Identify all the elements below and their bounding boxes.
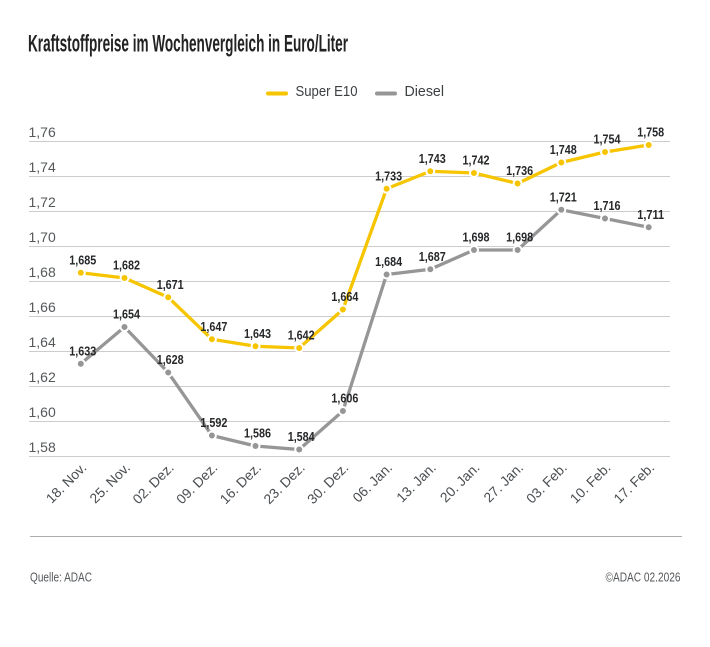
- svg-text:1,586: 1,586: [244, 426, 271, 441]
- svg-text:1,671: 1,671: [157, 277, 184, 292]
- svg-text:1,687: 1,687: [419, 249, 446, 264]
- svg-text:1,643: 1,643: [244, 326, 271, 341]
- svg-text:1,68: 1,68: [29, 264, 56, 280]
- svg-text:1,684: 1,684: [375, 254, 403, 269]
- svg-text:1,664: 1,664: [331, 289, 359, 304]
- svg-text:Super E10: Super E10: [296, 84, 358, 100]
- svg-text:1,76: 1,76: [29, 124, 56, 140]
- svg-text:1,60: 1,60: [29, 404, 56, 420]
- svg-text:1,606: 1,606: [331, 391, 358, 406]
- svg-text:©ADAC 02.2026: ©ADAC 02.2026: [606, 570, 681, 585]
- svg-text:1,66: 1,66: [29, 299, 56, 315]
- svg-text:1,654: 1,654: [113, 307, 141, 322]
- svg-text:1,733: 1,733: [375, 168, 402, 183]
- svg-text:1,698: 1,698: [506, 230, 533, 245]
- svg-text:1,642: 1,642: [288, 328, 315, 343]
- svg-text:1,698: 1,698: [463, 230, 490, 245]
- svg-text:1,647: 1,647: [200, 319, 227, 334]
- svg-text:1,743: 1,743: [419, 151, 446, 166]
- svg-text:1,628: 1,628: [157, 352, 184, 367]
- svg-text:1,736: 1,736: [506, 163, 533, 178]
- svg-text:1,62: 1,62: [29, 369, 56, 385]
- svg-text:1,748: 1,748: [550, 142, 577, 157]
- svg-text:1,633: 1,633: [69, 343, 96, 358]
- svg-text:1,742: 1,742: [463, 153, 490, 168]
- svg-text:1,758: 1,758: [637, 125, 664, 140]
- svg-text:Kraftstoffpreise im Wochenverg: Kraftstoffpreise im Wochenvergleich in E…: [28, 31, 348, 58]
- svg-text:Diesel: Diesel: [405, 84, 445, 100]
- svg-text:1,70: 1,70: [29, 229, 56, 245]
- svg-text:1,72: 1,72: [29, 194, 56, 210]
- svg-text:1,584: 1,584: [288, 429, 316, 444]
- svg-text:1,685: 1,685: [69, 252, 96, 267]
- svg-text:1,682: 1,682: [113, 258, 140, 273]
- svg-text:1,58: 1,58: [29, 439, 56, 455]
- svg-text:1,721: 1,721: [550, 189, 577, 204]
- svg-text:1,64: 1,64: [29, 334, 56, 350]
- svg-text:1,711: 1,711: [637, 207, 664, 222]
- svg-text:Quelle: ADAC: Quelle: ADAC: [30, 570, 92, 585]
- svg-text:1,754: 1,754: [594, 132, 622, 147]
- svg-text:1,592: 1,592: [200, 415, 227, 430]
- svg-text:1,74: 1,74: [29, 159, 56, 175]
- svg-text:1,716: 1,716: [594, 198, 621, 213]
